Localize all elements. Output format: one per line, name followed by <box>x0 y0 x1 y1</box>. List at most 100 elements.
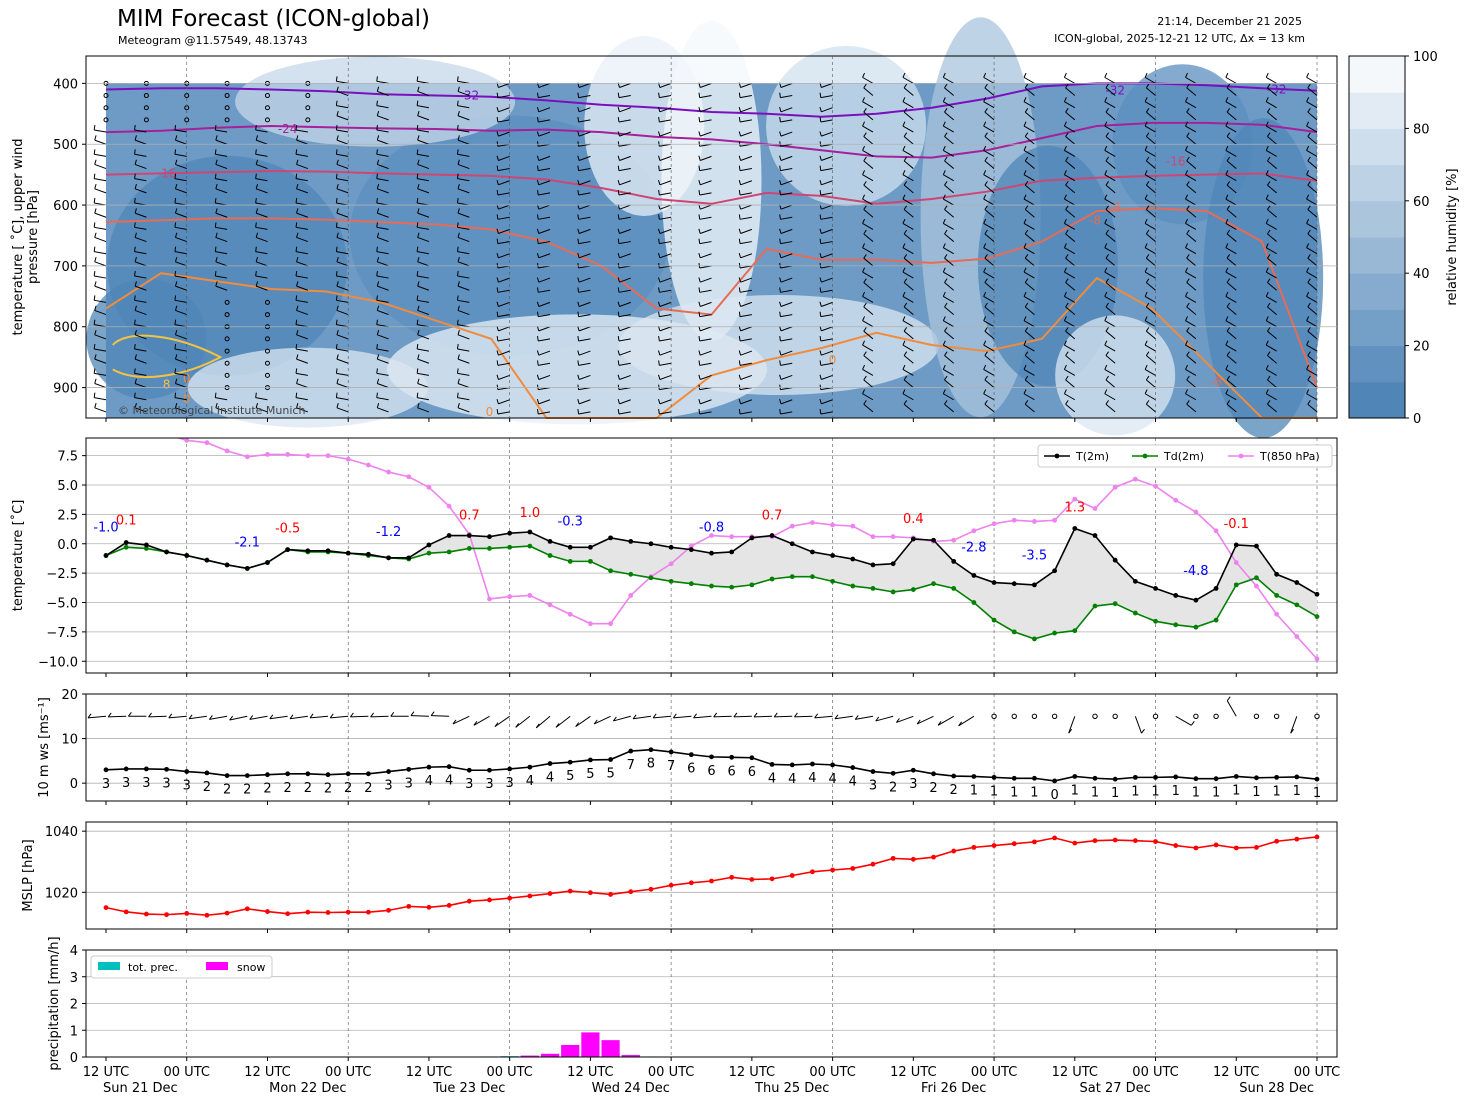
surface-wind-barb <box>693 715 712 719</box>
wind-barb-flag <box>536 374 540 380</box>
wind-barb-flag <box>577 360 580 366</box>
temp-ylabel: temperature [˚C] <box>10 500 26 612</box>
precip-tick-label: 0 <box>70 1051 78 1066</box>
wind-barb-flag <box>903 156 908 162</box>
t850-point <box>991 521 997 527</box>
wind-barb-flag <box>983 364 987 370</box>
wind-speed-label: 4 <box>526 774 534 789</box>
wind-barb-flag <box>335 76 338 82</box>
wind-speed-point <box>567 759 573 765</box>
wind-barb <box>1065 306 1076 315</box>
t850-point <box>224 448 230 454</box>
mslp-point <box>466 898 472 904</box>
temp-annotation: -0.8 <box>699 520 724 535</box>
wind-barb-flag <box>1104 72 1108 78</box>
wind-barb <box>700 350 712 356</box>
surface-wind-barb <box>855 715 874 720</box>
wind-barb <box>1267 306 1277 315</box>
wind-barb-flag <box>94 378 97 384</box>
wind-barb-flag <box>617 214 620 220</box>
wind-barb <box>1265 198 1277 206</box>
wind-barb <box>1225 295 1237 303</box>
wind-barb <box>863 87 874 96</box>
wind-barb <box>538 241 551 245</box>
wind-barb-flag <box>738 350 742 356</box>
wind-barb-flag <box>863 351 867 356</box>
wind-barb-flag <box>336 159 339 165</box>
snow-bar <box>561 1044 580 1057</box>
wind-speed-point <box>608 757 613 762</box>
wind-barb <box>659 168 672 172</box>
snow-bar <box>540 1053 560 1057</box>
calm-marker <box>143 117 149 123</box>
wind-barb <box>94 358 107 364</box>
wind-barb-flag <box>819 131 822 137</box>
wind-barb-flag <box>376 402 380 408</box>
mslp-point <box>244 906 250 912</box>
wind-barb <box>1186 184 1197 194</box>
wind-barb <box>1307 209 1318 218</box>
temp-tick-label: 5.0 <box>57 479 78 494</box>
wind-barb-flag <box>457 86 460 92</box>
wind-barb-flag <box>496 277 499 283</box>
x-tick-label: 12 UTC <box>1213 1065 1259 1080</box>
wind-speed-point <box>1032 775 1037 781</box>
wind-barb <box>215 251 228 255</box>
wind-barb <box>497 241 510 245</box>
wind-barb <box>902 320 914 328</box>
wind-barb <box>336 334 349 340</box>
wind-barb-flag <box>295 343 298 350</box>
wind-barb <box>1065 282 1076 291</box>
wind-barb <box>377 383 389 389</box>
wind-barb <box>659 155 672 161</box>
wind-speed-label: 3 <box>405 776 413 791</box>
chart-subtitle: Meteogram @11.57549, 48.13743 <box>118 34 308 47</box>
legend-label: tot. prec. <box>128 961 178 974</box>
wind-barb-flag <box>416 100 419 106</box>
wind-barb <box>863 257 874 267</box>
pressure-tick-label: 600 <box>53 199 78 214</box>
wind-barb <box>538 314 551 318</box>
legend-marker <box>1238 453 1244 459</box>
wind-barb-flag <box>174 295 177 301</box>
wind-barb <box>1064 393 1076 401</box>
wind-barb <box>1024 306 1035 315</box>
t850-point <box>244 454 250 460</box>
wind-barb-flag <box>296 159 299 165</box>
wind-speed-point <box>729 754 735 760</box>
wind-barb <box>619 399 631 405</box>
wind-barb <box>1146 111 1156 121</box>
wind-barb <box>417 299 430 303</box>
humidity-blob <box>349 115 670 356</box>
wind-barb-flag <box>1105 327 1109 332</box>
wind-barb <box>903 184 914 194</box>
wind-barb-flag <box>902 316 906 321</box>
wind-barb-flag <box>658 165 660 171</box>
wind-barb-flag <box>296 378 299 384</box>
wind-barb-flag <box>255 256 259 262</box>
surface-wind-barb-flag <box>875 716 880 722</box>
precip-ylabel-group: precipitation [mm/h] <box>47 936 62 1070</box>
wind-barb-flag <box>944 278 948 283</box>
wind-barb <box>215 407 228 413</box>
surface-wind-barb <box>289 715 308 720</box>
wind-barb <box>983 101 995 109</box>
x-tick-label: 00 UTC <box>164 1065 210 1080</box>
wind-speed-label: 2 <box>929 781 937 796</box>
wind-barb-flag <box>738 214 741 220</box>
wind-barb-flag <box>779 92 781 98</box>
surface-wind-barb-flag <box>249 715 254 720</box>
wind-barb-flag <box>255 392 257 398</box>
wind-barb <box>94 236 107 243</box>
wind-barb <box>295 153 308 157</box>
wind-speed-point <box>688 752 694 758</box>
wind-barb <box>1064 125 1076 133</box>
wind-barb <box>175 309 187 316</box>
wind-barb-flag <box>983 243 987 248</box>
wind-barb <box>417 163 430 170</box>
wind-barb <box>295 299 308 303</box>
wind-barb <box>296 407 309 413</box>
wind-barb-flag <box>1307 181 1311 186</box>
wind-barb <box>821 277 833 283</box>
wind-barb-flag <box>738 277 742 283</box>
